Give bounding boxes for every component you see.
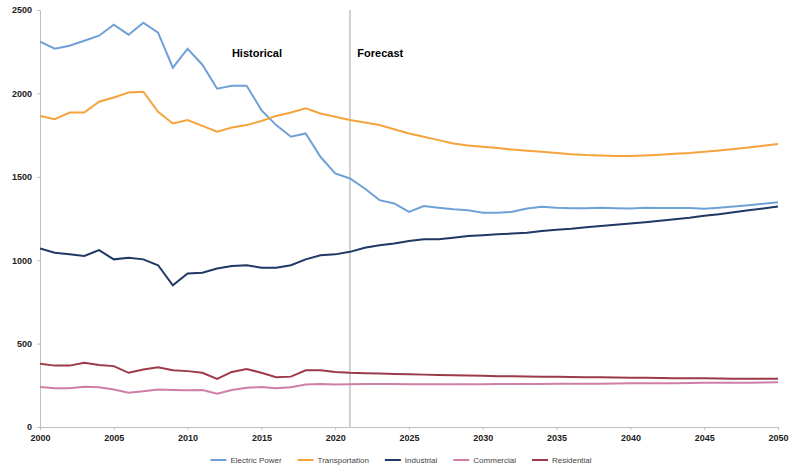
x-tick: 2035 xyxy=(547,427,567,443)
x-tick-mark xyxy=(557,427,558,430)
chart: 2000 2005 2010 2015 2020 2025 2030 2035 2040 2045… xyxy=(0,0,800,475)
x-tick-label: 2010 xyxy=(178,433,198,443)
y-tick: 1500 xyxy=(12,172,40,182)
legend-label: Commercial xyxy=(473,456,516,465)
y-axis: 0 500 1000 1500 2000 2500 xyxy=(12,5,41,432)
x-tick-label: 2050 xyxy=(768,433,788,443)
legend: Electric Power Transportation Industrial Co… xyxy=(210,456,591,465)
x-tick-mark xyxy=(188,427,189,430)
series-line xyxy=(40,206,778,285)
x-tick-mark xyxy=(335,427,336,430)
x-tick: 2040 xyxy=(621,427,641,443)
y-tick-mark xyxy=(37,177,40,178)
x-tick: 2050 xyxy=(768,427,788,443)
series-line xyxy=(40,382,778,393)
legend-item: Transportation xyxy=(298,456,369,465)
x-tick-label: 2030 xyxy=(473,433,493,443)
y-tick-label: 1500 xyxy=(12,172,32,182)
x-tick-mark xyxy=(630,427,631,430)
legend-swatch xyxy=(298,459,314,461)
y-tick-mark xyxy=(37,93,40,94)
x-tick: 2030 xyxy=(473,427,493,443)
y-tick-label: 1000 xyxy=(12,256,32,266)
x-tick: 2000 xyxy=(30,427,50,443)
x-tick-label: 2000 xyxy=(30,433,50,443)
legend-label: Industrial xyxy=(405,456,438,465)
legend-item: Residential xyxy=(532,456,592,465)
marks xyxy=(40,10,778,427)
series-line xyxy=(40,92,778,156)
annotation: Forecast xyxy=(357,47,403,59)
x-tick-label: 2020 xyxy=(326,433,346,443)
x-tick-label: 2040 xyxy=(621,433,641,443)
legend-swatch xyxy=(210,459,226,461)
x-axis-line xyxy=(41,428,779,431)
y-tick-mark xyxy=(37,344,40,345)
x-tick-label: 2035 xyxy=(547,433,567,443)
legend-label: Residential xyxy=(552,456,592,465)
legend-swatch xyxy=(532,459,548,461)
legend-label: Electric Power xyxy=(230,456,281,465)
y-tick: 500 xyxy=(17,339,40,349)
legend-item: Electric Power xyxy=(210,456,281,465)
y-tick-label: 2000 xyxy=(12,89,32,99)
y-tick: 2500 xyxy=(12,5,40,15)
y-tick-mark xyxy=(37,427,40,428)
plot-area: 2000 2005 2010 2015 2020 2025 2030 2035 2040 2045… xyxy=(12,5,789,443)
x-tick: 2025 xyxy=(399,427,419,443)
legend-label: Transportation xyxy=(318,456,369,465)
y-tick: 0 xyxy=(27,422,40,432)
x-tick-label: 2025 xyxy=(399,433,419,443)
y-tick-label: 500 xyxy=(17,339,32,349)
x-tick-label: 2005 xyxy=(104,433,124,443)
x-tick-mark xyxy=(114,427,115,430)
y-tick-label: 0 xyxy=(27,422,32,432)
legend-item: Commercial xyxy=(453,456,516,465)
x-tick: 2015 xyxy=(252,427,272,443)
legend-swatch xyxy=(453,459,469,461)
x-tick: 2045 xyxy=(695,427,715,443)
divider-line xyxy=(349,10,350,427)
x-tick-label: 2045 xyxy=(695,433,715,443)
series-line xyxy=(40,23,778,213)
x-tick-mark xyxy=(261,427,262,430)
legend-item: Industrial xyxy=(385,456,438,465)
legend-swatch xyxy=(385,459,401,461)
y-tick-label: 2500 xyxy=(12,5,32,15)
y-tick: 1000 xyxy=(12,256,40,266)
y-tick-mark xyxy=(37,260,40,261)
x-tick: 2010 xyxy=(178,427,198,443)
x-tick: 2005 xyxy=(104,427,124,443)
y-axis-line xyxy=(37,11,41,428)
series-line xyxy=(40,363,778,379)
x-tick-label: 2015 xyxy=(252,433,272,443)
x-tick-mark xyxy=(778,427,779,430)
y-tick-mark xyxy=(37,10,40,11)
y-tick: 2000 xyxy=(12,89,40,99)
x-tick-mark xyxy=(483,427,484,430)
x-axis: 2000 2005 2010 2015 2020 2025 2030 2035 2040 2045… xyxy=(30,427,788,443)
x-tick-mark xyxy=(704,427,705,430)
annotation: Historical xyxy=(232,47,282,59)
x-tick: 2020 xyxy=(326,427,346,443)
x-tick-mark xyxy=(409,427,410,430)
